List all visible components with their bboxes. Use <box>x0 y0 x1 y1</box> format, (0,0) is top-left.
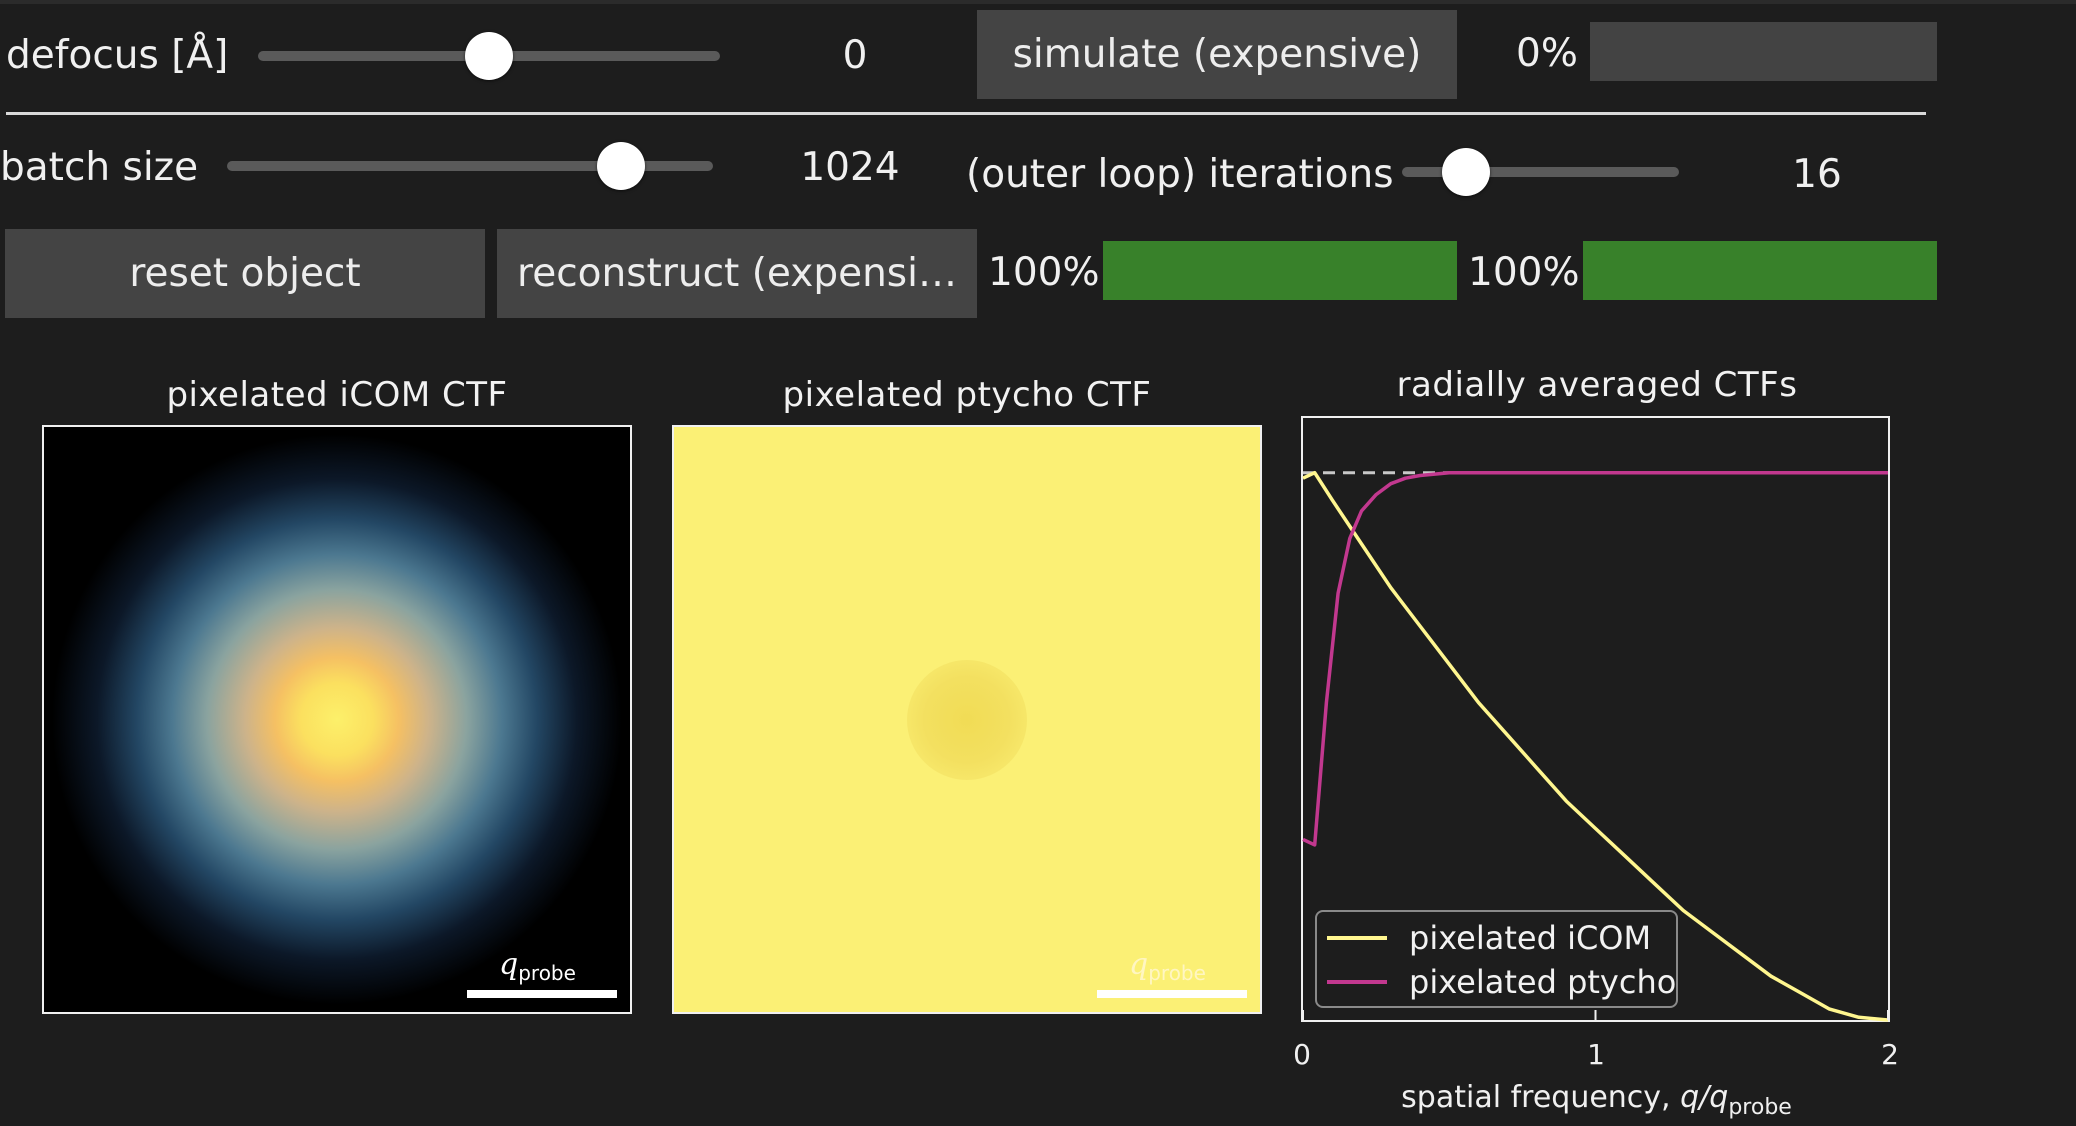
legend-label-icom: pixelated iCOM <box>1409 919 1652 957</box>
defocus-label: defocus [Å] <box>6 33 229 78</box>
batch-size-value: 1024 <box>800 145 900 190</box>
legend-label-ptycho: pixelated ptycho <box>1409 963 1677 1001</box>
reconstruct-progress-fill <box>1103 241 1457 300</box>
second-progress-bar <box>1583 241 1937 300</box>
second-progress-text: 100% <box>1468 250 1580 295</box>
x-tick-0: 0 <box>1293 1038 1311 1071</box>
ptycho-scalebar-label: qprobe <box>1129 947 1206 986</box>
divider-line <box>6 112 1926 115</box>
batch-size-slider-track[interactable] <box>227 161 713 171</box>
batch-size-slider-thumb[interactable] <box>596 142 645 190</box>
icom-scalebar <box>467 990 617 998</box>
iterations-slider[interactable] <box>1402 148 1679 196</box>
simulate-button[interactable]: simulate (expensive) <box>977 10 1457 99</box>
defocus-slider-thumb[interactable] <box>465 32 513 80</box>
x-axis-label: spatial frequency, q/qprobe <box>1401 1080 1792 1120</box>
ptycho-center-spot <box>907 659 1027 780</box>
iterations-label: (outer loop) iterations <box>966 152 1394 197</box>
batch-size-label: batch size <box>0 145 199 190</box>
defocus-slider[interactable] <box>258 32 720 80</box>
icom-panel-title: pixelated iCOM CTF <box>166 375 508 415</box>
chart-title: radially averaged CTFs <box>1396 365 1798 405</box>
ptycho-ctf-image: qprobe <box>672 425 1262 1014</box>
series-line-icom <box>1302 470 1889 1022</box>
window-top-edge <box>0 0 2076 4</box>
reconstruct-progress-bar <box>1103 241 1457 300</box>
ctf-chart: pixelated iCOM pixelated ptycho <box>1301 416 1890 1022</box>
legend-entry-icom: pixelated iCOM <box>1327 918 1651 958</box>
icom-scalebar-label: qprobe <box>499 947 576 986</box>
legend-line-icom <box>1327 936 1387 940</box>
batch-size-slider[interactable] <box>227 142 713 190</box>
reconstruct-progress-text: 100% <box>988 250 1100 295</box>
simulate-progress-text: 0% <box>1516 31 1578 76</box>
second-progress-fill <box>1583 241 1937 300</box>
series-line-ptycho <box>1302 470 1888 847</box>
iterations-slider-thumb[interactable] <box>1441 148 1490 196</box>
ptycho-panel-title: pixelated ptycho CTF <box>782 375 1152 415</box>
reset-object-button[interactable]: reset object <box>5 229 485 318</box>
chart-legend: pixelated iCOM pixelated ptycho <box>1315 910 1678 1008</box>
defocus-value: 0 <box>842 33 868 78</box>
iterations-value: 16 <box>1792 152 1842 197</box>
iterations-slider-track[interactable] <box>1402 167 1679 177</box>
legend-line-ptycho <box>1327 980 1387 984</box>
icom-ctf-image: qprobe <box>42 425 632 1014</box>
x-tick-2: 2 <box>1881 1038 1899 1071</box>
x-tick-1: 1 <box>1587 1038 1605 1071</box>
legend-entry-ptycho: pixelated ptycho <box>1327 962 1676 1002</box>
simulate-progress-bar <box>1590 22 1937 81</box>
reconstruct-button[interactable]: reconstruct (expensi… <box>497 229 977 318</box>
ptycho-scalebar <box>1097 990 1247 998</box>
